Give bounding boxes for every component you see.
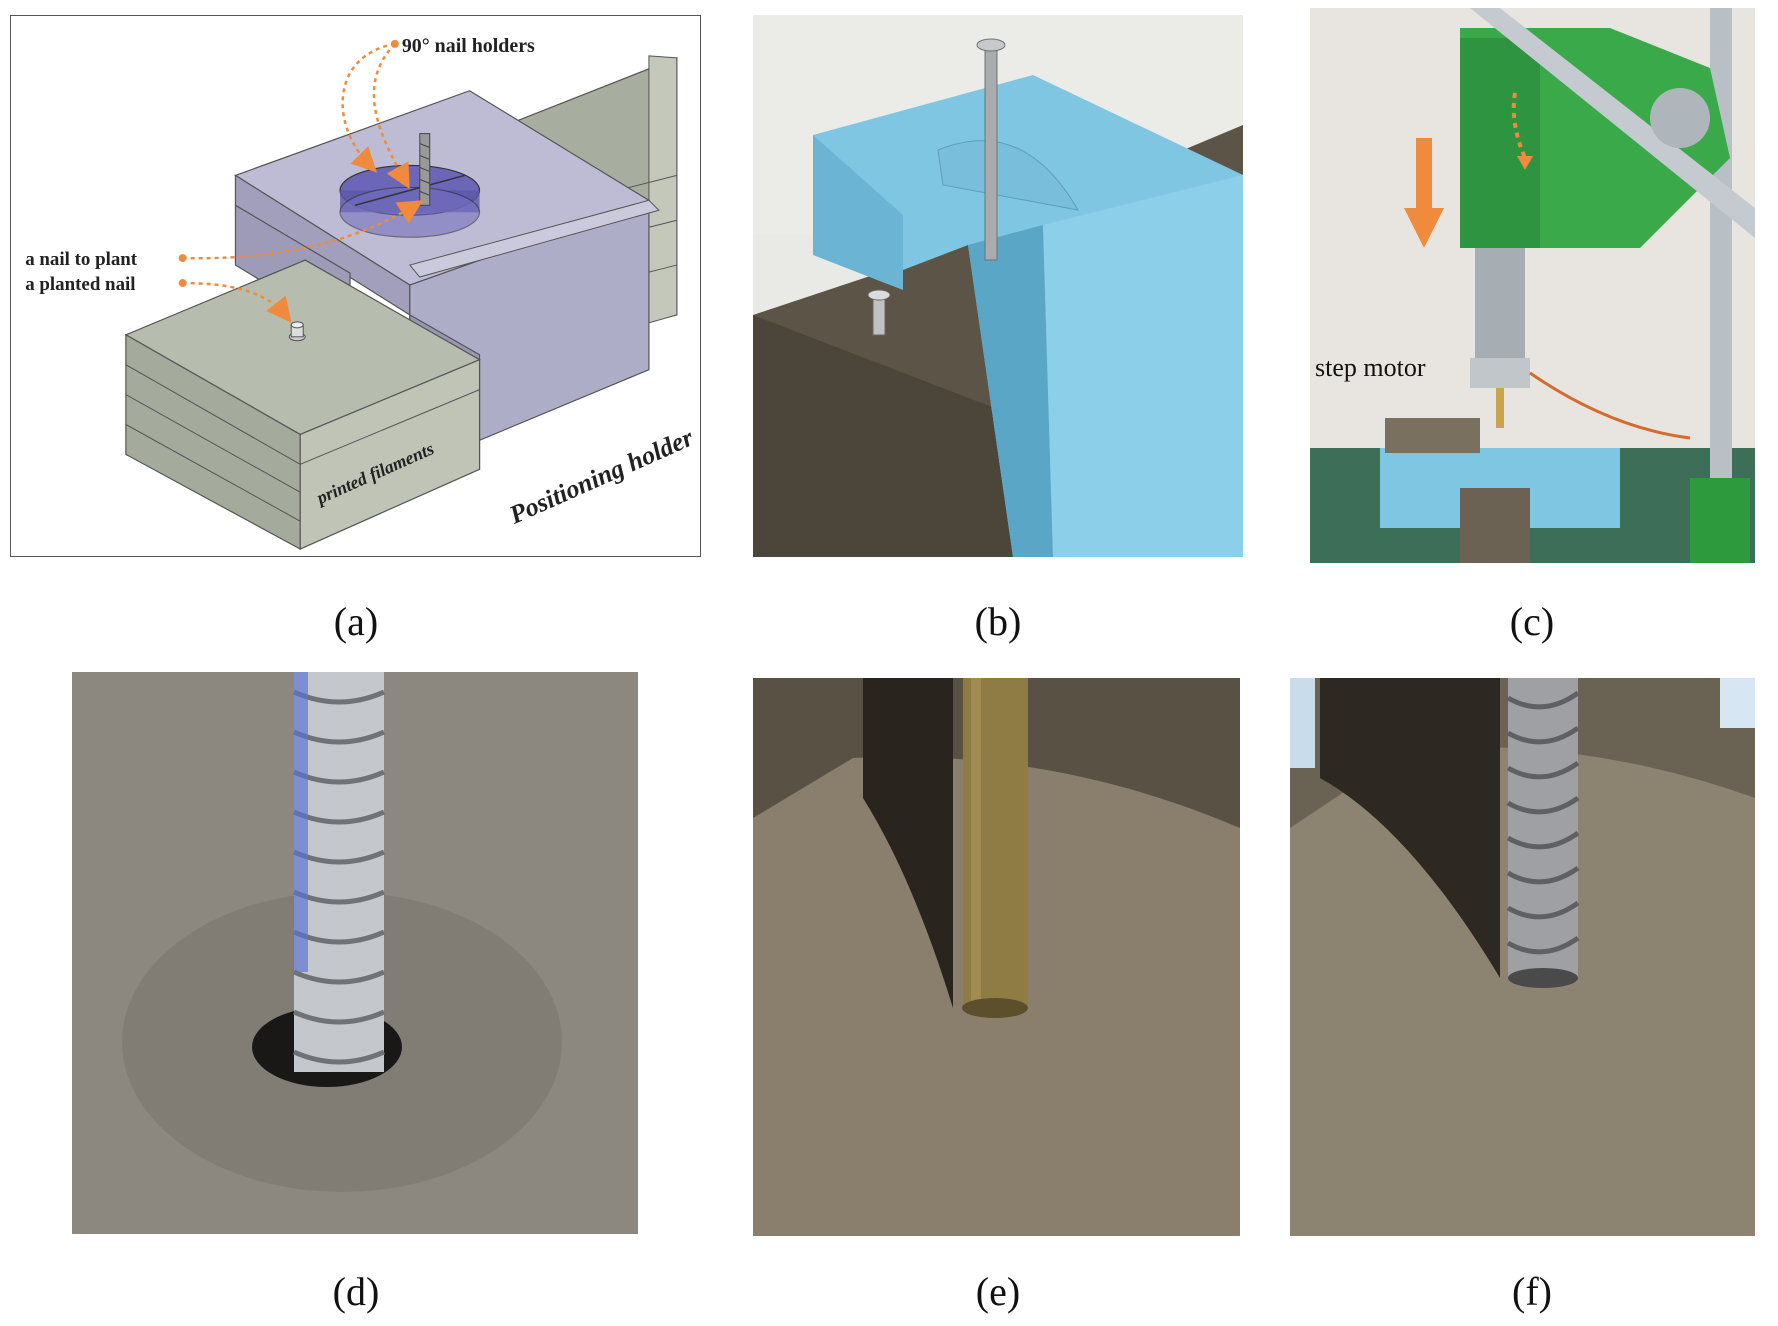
nail-holder-disk (339, 164, 481, 238)
label-positioning-holder: Positioning holder (504, 422, 698, 530)
rod-closeup-e (753, 678, 1240, 1236)
caption-c: (c) (1509, 599, 1555, 644)
label-nail-to-plant: a nail to plant (25, 249, 138, 270)
caption-d: (d) (332, 1269, 380, 1314)
nail-to-plant (419, 133, 431, 206)
schematic-drawing: 90° nail holders a nail to plant a plant… (25, 35, 698, 551)
holder-photo (753, 15, 1243, 557)
caption-a: (a) (333, 599, 379, 644)
planted-nail (288, 321, 306, 342)
caption-f: (f) (1512, 1269, 1552, 1314)
label-planted-nail: a planted nail (25, 274, 135, 295)
front-filament-stack (124, 259, 481, 551)
press-photo: step motor (1310, 8, 1755, 563)
screw-closeup-d (72, 672, 638, 1234)
panel-d-photo (72, 672, 638, 1234)
label-step-motor: step motor (1315, 353, 1426, 382)
panel-e-photo (753, 678, 1240, 1236)
caption-e: (e) (975, 1269, 1021, 1314)
panel-a-schematic: 90° nail holders a nail to plant a plant… (10, 15, 701, 557)
panel-b-photo (753, 15, 1243, 557)
panel-f-photo (1290, 678, 1755, 1236)
label-nail-holders: 90° nail holders (402, 35, 535, 57)
caption-b: (b) (974, 599, 1022, 644)
annotation-arrows (182, 42, 424, 323)
panel-c-photo: step motor (1310, 8, 1755, 563)
screw-closeup-f (1290, 678, 1755, 1236)
